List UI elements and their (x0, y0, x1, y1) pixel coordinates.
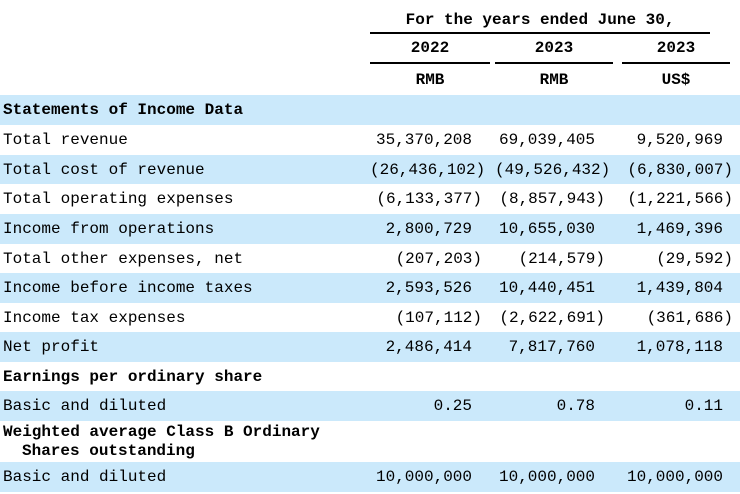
value: (8,857,943) (499, 190, 605, 208)
row-label: Income tax expenses (3, 308, 186, 327)
table-row: Total other expenses, net (207,203) (214… (0, 244, 740, 273)
section-header-row: Earnings per ordinary share (0, 362, 740, 391)
section-header-row: Statements of Income Data (0, 95, 740, 125)
value: 0.11 (684, 397, 723, 415)
period-title: For the years ended June 30, (370, 11, 711, 34)
table-row: Total operating expenses (6,133,377) (8,… (0, 184, 740, 214)
value: (6,830,007) (627, 160, 733, 179)
value: (49,526,432) (495, 160, 611, 179)
value: 1,078,118 (636, 338, 723, 356)
column-currency-usd-2023: US$ (661, 70, 691, 89)
value: 7,817,760 (508, 338, 595, 356)
value: (26,436,102) (370, 160, 486, 179)
column-year-2023-rmb: 2023 (495, 34, 613, 64)
value: (2,622,691) (499, 308, 605, 327)
header-currency-row: RMB RMB US$ (0, 63, 740, 95)
column-year-2022: 2022 (370, 34, 490, 64)
value: 0.78 (556, 397, 595, 415)
row-label: Total operating expenses (3, 190, 234, 208)
value: 2,486,414 (385, 338, 472, 356)
value: 0.25 (433, 397, 472, 415)
value: (29,592) (656, 249, 733, 268)
row-label: Total other expenses, net (3, 249, 244, 268)
value: 1,439,804 (636, 279, 723, 297)
table-row: Income from operations 2,800,729 10,655,… (0, 214, 740, 244)
value: 2,593,526 (385, 279, 472, 297)
value: (6,133,377) (376, 190, 482, 208)
column-currency-rmb-2022: RMB (415, 70, 445, 89)
value: (207,203) (395, 249, 482, 268)
section-title-line2: Shares outstanding (22, 441, 195, 460)
header-year-row: 2022 2023 2023 (0, 34, 740, 64)
table-row: Income before income taxes 2,593,526 10,… (0, 273, 740, 303)
row-label: Total cost of revenue (3, 160, 205, 179)
section-title: Statements of Income Data (3, 101, 244, 119)
table-row: Total cost of revenue (26,436,102) (49,5… (0, 155, 740, 184)
column-currency-rmb-2023: RMB (539, 70, 569, 89)
value: (1,221,566) (627, 190, 733, 208)
table-row: Basic and diluted 0.25 0.78 0.11 (0, 391, 740, 421)
section-header-row: Weighted average Class B Ordinary Shares… (0, 421, 740, 462)
value: 10,655,030 (498, 220, 595, 238)
row-label: Total revenue (3, 131, 128, 149)
value: 10,440,451 (498, 279, 595, 297)
value: 10,000,000 (375, 468, 472, 486)
table-row: Total revenue 35,370,208 69,039,405 9,52… (0, 125, 740, 155)
value: 1,469,396 (636, 220, 723, 238)
value: 35,370,208 (375, 131, 472, 149)
value: (107,112) (395, 308, 482, 327)
value: 10,000,000 (626, 468, 723, 486)
row-label: Net profit (3, 338, 100, 356)
row-label: Income from operations (3, 220, 215, 238)
row-label: Basic and diluted (3, 468, 167, 486)
table-row: Basic and diluted 10,000,000 10,000,000 … (0, 462, 740, 492)
section-title-line1: Weighted average Class B Ordinary (3, 422, 320, 441)
value: 9,520,969 (636, 131, 723, 149)
table-row: Net profit 2,486,414 7,817,760 1,078,118 (0, 332, 740, 362)
value: 69,039,405 (498, 131, 595, 149)
value: 10,000,000 (498, 468, 595, 486)
row-label: Income before income taxes (3, 279, 253, 297)
section-title: Earnings per ordinary share (3, 367, 263, 386)
header-period-row: For the years ended June 30, (0, 0, 740, 34)
value: 2,800,729 (385, 220, 472, 238)
table-row: Income tax expenses (107,112) (2,622,691… (0, 303, 740, 332)
row-label: Basic and diluted (3, 397, 167, 415)
column-year-2023-usd: 2023 (622, 34, 730, 64)
value: (361,686) (646, 308, 733, 327)
value: (214,579) (518, 249, 605, 268)
